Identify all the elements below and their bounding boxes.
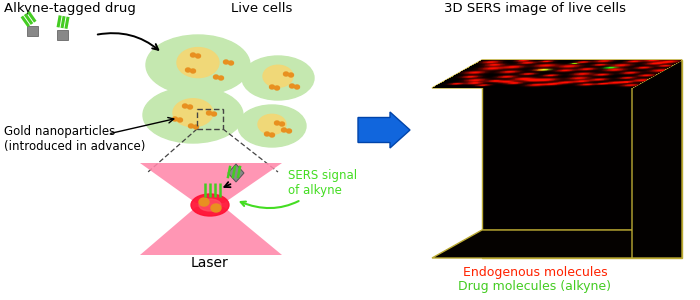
Ellipse shape (183, 104, 188, 108)
Ellipse shape (258, 114, 286, 134)
Polygon shape (482, 230, 682, 258)
Ellipse shape (238, 105, 306, 147)
Text: Gold nanoparticles
(introduced in advance): Gold nanoparticles (introduced in advanc… (4, 125, 146, 153)
Polygon shape (140, 207, 282, 255)
Ellipse shape (146, 35, 250, 95)
Ellipse shape (206, 111, 211, 115)
Ellipse shape (190, 69, 195, 73)
Polygon shape (432, 230, 682, 258)
Ellipse shape (242, 56, 314, 100)
Ellipse shape (228, 61, 234, 65)
Ellipse shape (223, 60, 228, 64)
Polygon shape (140, 163, 282, 203)
Text: Live cells: Live cells (231, 2, 293, 15)
Polygon shape (482, 60, 682, 230)
FancyArrow shape (358, 112, 410, 148)
Ellipse shape (279, 122, 284, 126)
Ellipse shape (263, 65, 293, 87)
Ellipse shape (178, 118, 183, 122)
Bar (197, 109, 223, 129)
Text: Drug molecules (alkyne): Drug molecules (alkyne) (458, 280, 612, 293)
Ellipse shape (188, 105, 193, 109)
Ellipse shape (186, 68, 190, 72)
Ellipse shape (191, 194, 229, 216)
Ellipse shape (173, 99, 213, 127)
Ellipse shape (188, 124, 193, 128)
Text: SERS signal
of alkyne: SERS signal of alkyne (241, 169, 357, 208)
Text: Endogenous molecules: Endogenous molecules (463, 266, 608, 279)
Ellipse shape (190, 53, 195, 57)
Ellipse shape (274, 86, 279, 90)
Ellipse shape (199, 198, 209, 206)
Ellipse shape (265, 132, 270, 136)
Polygon shape (432, 60, 682, 88)
Ellipse shape (286, 129, 291, 133)
Ellipse shape (193, 125, 199, 129)
Ellipse shape (270, 85, 274, 89)
Ellipse shape (288, 73, 293, 77)
Ellipse shape (290, 84, 295, 88)
Ellipse shape (281, 128, 286, 132)
Text: Alkyne-tagged drug: Alkyne-tagged drug (4, 2, 136, 15)
Ellipse shape (177, 48, 219, 78)
Ellipse shape (295, 85, 300, 89)
Ellipse shape (211, 112, 216, 116)
Ellipse shape (270, 133, 274, 137)
Polygon shape (632, 60, 682, 258)
Polygon shape (228, 164, 244, 182)
Ellipse shape (143, 87, 243, 143)
Ellipse shape (284, 72, 288, 76)
Bar (27, 26, 38, 36)
Ellipse shape (199, 199, 221, 211)
Ellipse shape (274, 121, 279, 125)
Ellipse shape (214, 75, 218, 79)
Ellipse shape (172, 117, 178, 121)
Text: Laser: Laser (191, 256, 229, 270)
Text: 3D SERS image of live cells: 3D SERS image of live cells (444, 2, 626, 15)
Ellipse shape (218, 76, 223, 80)
Bar (57, 30, 68, 40)
Ellipse shape (195, 54, 200, 58)
Ellipse shape (211, 204, 221, 212)
